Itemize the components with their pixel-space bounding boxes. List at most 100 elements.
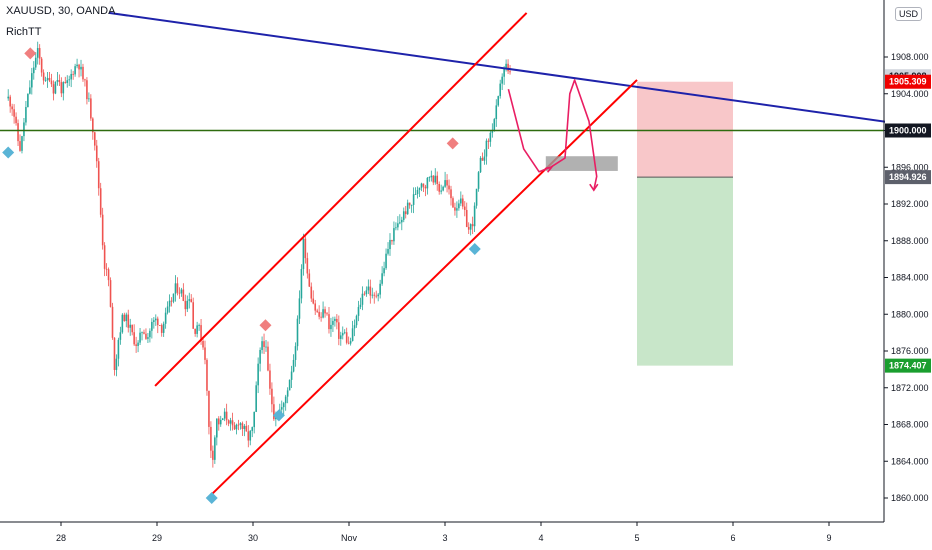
candle-body <box>416 190 419 195</box>
resistance-trendline[interactable] <box>108 11 916 127</box>
candle-body <box>64 82 67 84</box>
candle-body <box>505 63 507 69</box>
candle-body <box>479 157 482 173</box>
candle-body <box>280 407 283 410</box>
candle-body <box>200 325 202 341</box>
candle-body <box>219 419 222 425</box>
channel-upper-line[interactable] <box>154 12 528 387</box>
symbol-title[interactable]: XAUUSD, 30, OANDA <box>6 5 116 17</box>
candle-body <box>355 315 358 326</box>
candle-body <box>202 340 204 348</box>
candle-body <box>448 185 450 190</box>
candles-layer <box>7 41 511 468</box>
candle-body <box>109 280 112 307</box>
candle-body <box>428 177 431 179</box>
candle-body <box>145 333 147 339</box>
candle-body <box>430 175 433 178</box>
candle-body <box>133 332 135 345</box>
candle-body <box>269 370 271 389</box>
candle-body <box>265 346 267 348</box>
candle-body <box>217 418 220 425</box>
candle-body <box>367 286 370 291</box>
price-axis[interactable]: 1908.000 1904.000 1900.000 1896.000 1892.000… <box>884 0 932 550</box>
candle-body <box>304 238 307 259</box>
candle-body <box>292 359 295 372</box>
candle-body <box>143 332 145 334</box>
candle-body <box>253 411 255 428</box>
candle-body <box>147 337 149 339</box>
candle-body <box>17 123 19 142</box>
indicator-name[interactable]: RichTT <box>6 26 42 38</box>
candle-body <box>410 204 413 206</box>
candle-body <box>454 207 456 211</box>
price-tick-label: 1860.000 <box>891 493 929 503</box>
candle-body <box>227 420 230 424</box>
candle-body <box>119 332 122 340</box>
candle-body <box>259 349 261 364</box>
candle-body <box>414 194 417 195</box>
candle-body <box>153 320 155 322</box>
candle-body <box>198 325 200 326</box>
candle-body <box>42 72 45 81</box>
candle-body <box>436 175 439 184</box>
candle-body <box>503 68 505 77</box>
time-tick-label: 4 <box>538 533 543 543</box>
candle-body <box>497 96 500 106</box>
candle-body <box>306 258 309 274</box>
candle-body <box>95 145 98 162</box>
candle-body <box>115 358 118 370</box>
candle-body <box>507 63 509 72</box>
candle-body <box>239 423 242 425</box>
drawings-layer[interactable] <box>0 11 916 504</box>
projection-path-down[interactable] <box>507 89 551 173</box>
candle-body <box>463 206 466 210</box>
candle-body <box>471 224 474 227</box>
candle-body <box>401 219 403 223</box>
time-axis[interactable]: 28 29 30 Nov 3 4 5 6 9 <box>56 522 832 543</box>
candle-body <box>402 211 405 220</box>
candle-body <box>84 79 86 81</box>
price-tick-label: 1872.000 <box>891 383 929 393</box>
candle-body <box>31 73 33 88</box>
candle-body <box>182 289 185 302</box>
candle-body <box>25 107 27 123</box>
candle-body <box>298 298 301 319</box>
price-tag-label: 1894.926 <box>889 172 927 182</box>
candle-body <box>357 306 360 316</box>
candle-body <box>314 303 317 311</box>
candle-body <box>444 180 446 187</box>
candle-body <box>338 322 340 339</box>
candle-body <box>186 300 189 310</box>
candle-body <box>82 66 84 80</box>
candle-body <box>365 290 368 295</box>
pivot-low-marker <box>205 492 218 504</box>
candle-body <box>501 76 503 84</box>
candle-body <box>251 427 254 431</box>
candle-body <box>302 238 305 269</box>
candle-body <box>359 304 362 307</box>
price-axis-background <box>885 0 932 550</box>
candle-body <box>76 64 78 67</box>
candle-body <box>111 306 114 338</box>
candle-body <box>36 48 39 58</box>
candle-body <box>286 390 289 397</box>
price-tick-label: 1880.000 <box>891 309 929 319</box>
entry-zone-box[interactable] <box>545 156 618 171</box>
projection-path-loop[interactable] <box>550 79 598 191</box>
price-tag-gray-dark <box>885 170 931 185</box>
take-profit-zone[interactable] <box>637 177 733 366</box>
candle-body <box>32 67 35 74</box>
stop-loss-zone[interactable] <box>637 81 733 178</box>
candle-body <box>257 363 259 386</box>
candle-body <box>97 161 100 189</box>
currency-badge[interactable]: USD <box>894 7 922 21</box>
candle-body <box>477 172 480 189</box>
candle-body <box>178 292 181 294</box>
candle-body <box>249 430 252 441</box>
candle-body <box>7 96 9 99</box>
candle-body <box>137 342 139 346</box>
time-tick-label: 3 <box>442 533 447 543</box>
